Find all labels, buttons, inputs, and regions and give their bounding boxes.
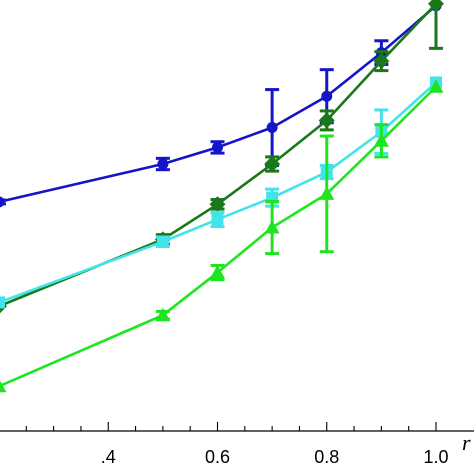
data-point — [319, 186, 335, 200]
data-point — [264, 156, 281, 173]
data-point — [373, 133, 389, 147]
series-line — [0, 4, 437, 204]
x-axis-label: r — [462, 430, 471, 455]
series-triangle — [0, 79, 444, 393]
data-point — [318, 112, 335, 129]
data-point — [157, 158, 169, 170]
data-point — [212, 141, 223, 153]
data-point — [156, 235, 169, 248]
data-point — [0, 196, 5, 208]
data-point — [155, 307, 171, 322]
series-circle — [0, 0, 442, 208]
data-point — [0, 296, 5, 309]
x-tick-label: 0.6 — [205, 447, 230, 467]
data-point — [211, 213, 224, 226]
x-tick-label: 1.0 — [423, 447, 448, 467]
data-point — [210, 265, 225, 279]
data-point — [266, 122, 278, 134]
data-point — [321, 90, 333, 102]
x-axis-ticks: .4 0.6 0.8 1.0 — [25, 422, 449, 467]
data-point — [0, 380, 7, 393]
data-point — [264, 220, 280, 234]
x-tick-label: 0.8 — [314, 447, 339, 467]
data-point — [428, 0, 444, 12]
data-point — [373, 53, 390, 70]
data-point — [209, 196, 226, 213]
series-line — [0, 85, 437, 388]
series-line — [0, 2, 437, 308]
series-layer — [0, 0, 444, 393]
x-tick-label: .4 — [101, 447, 116, 467]
data-point — [428, 79, 444, 93]
